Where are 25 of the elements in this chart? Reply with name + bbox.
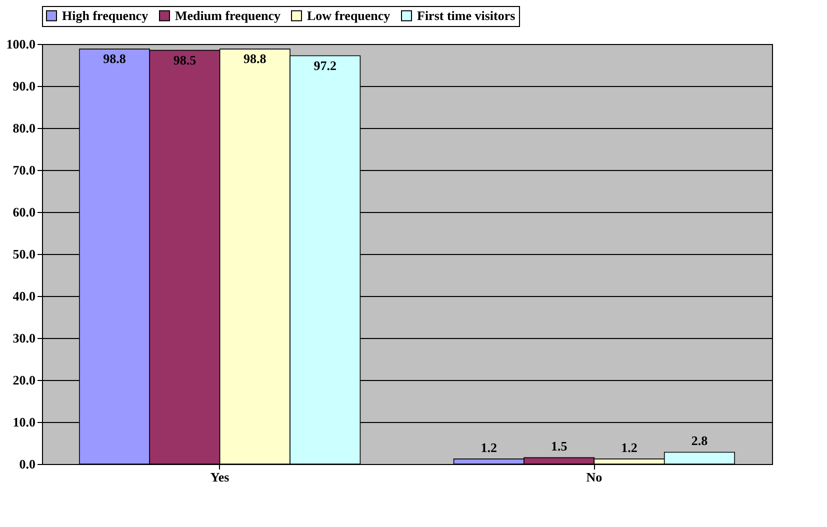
data-label: 1.5 bbox=[550, 438, 568, 454]
y-tick-label: 50.0 bbox=[12, 246, 36, 262]
y-tick-label: 100.0 bbox=[6, 36, 36, 52]
legend-label: First time visitors bbox=[417, 8, 516, 23]
y-tick-label: 30.0 bbox=[12, 330, 36, 346]
x-tick-label: No bbox=[586, 470, 602, 484]
data-label: 98.8 bbox=[103, 51, 126, 66]
y-tick-label: 70.0 bbox=[12, 162, 36, 178]
y-tick-label: 60.0 bbox=[12, 204, 36, 220]
data-label: 97.2 bbox=[314, 58, 336, 73]
data-label: 2.8 bbox=[691, 433, 708, 448]
y-tick-label: 0.0 bbox=[19, 456, 36, 472]
legend-label: High frequency bbox=[62, 8, 149, 23]
y-tick-label: 40.0 bbox=[12, 288, 36, 304]
data-label: 1.2 bbox=[621, 440, 638, 455]
data-label: 1.2 bbox=[480, 440, 498, 455]
y-tick-label: 80.0 bbox=[12, 120, 36, 136]
y-tick-label: 10.0 bbox=[12, 414, 36, 430]
x-tick-label: Yes bbox=[210, 470, 230, 484]
data-label: 98.5 bbox=[173, 52, 197, 68]
legend-label: Medium frequency bbox=[175, 8, 282, 23]
data-label: 98.8 bbox=[244, 51, 267, 66]
y-tick-label: 20.0 bbox=[12, 372, 36, 388]
legend-label: Low frequency bbox=[307, 8, 391, 23]
y-tick-label: 90.0 bbox=[12, 78, 36, 94]
